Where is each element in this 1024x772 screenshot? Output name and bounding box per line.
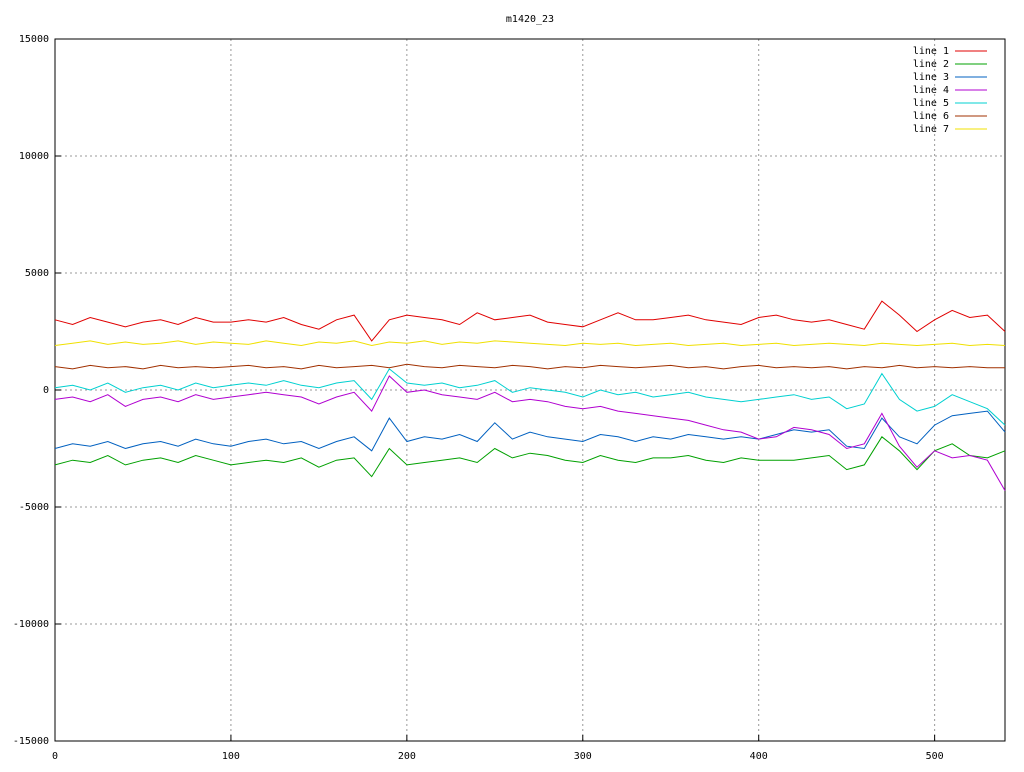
- legend-label: line 7: [913, 124, 949, 135]
- x-tick-label: 200: [398, 751, 416, 762]
- y-tick-label: -10000: [13, 619, 49, 630]
- series-line: [54, 340, 1006, 347]
- y-tick-label: 5000: [25, 268, 49, 279]
- legend-label: line 5: [913, 98, 949, 109]
- legend-label: line 2: [913, 59, 949, 70]
- legend-label: line 3: [913, 72, 949, 83]
- y-tick-label: -5000: [19, 502, 49, 513]
- y-tick-label: -15000: [13, 736, 49, 747]
- x-tick-label: 500: [926, 751, 944, 762]
- chart-title: m1420_23: [506, 14, 554, 25]
- legend-label: line 4: [913, 85, 949, 96]
- series-line: [54, 436, 1006, 478]
- x-tick-label: 0: [52, 751, 58, 762]
- y-tick-label: 10000: [19, 151, 49, 162]
- series-line: [54, 363, 1005, 370]
- x-tick-label: 100: [222, 751, 240, 762]
- y-tick-label: 0: [43, 385, 49, 396]
- series-line: [54, 375, 1006, 491]
- series-line: [54, 300, 1006, 342]
- series-line: [54, 368, 1006, 426]
- x-tick-label: 300: [574, 751, 592, 762]
- legend-label: line 1: [913, 46, 949, 57]
- plot-border: [54, 38, 1006, 742]
- x-tick-label: 400: [750, 751, 768, 762]
- y-tick-label: 15000: [19, 34, 49, 45]
- series-line: [54, 410, 1006, 452]
- legend-label: line 6: [913, 111, 949, 122]
